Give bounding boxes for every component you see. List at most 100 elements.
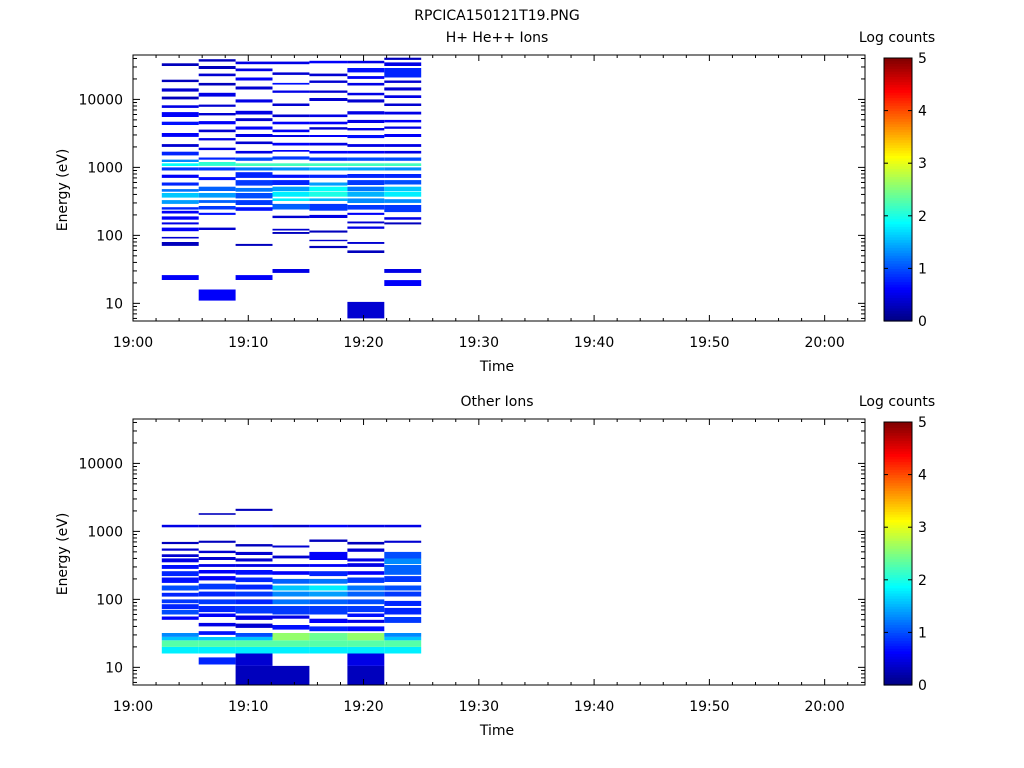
colorbar-swatch: [884, 479, 912, 484]
colorbar-tick-label: 4: [918, 104, 927, 120]
colorbar-tick-label: 0: [918, 678, 927, 694]
colorbar-swatch: [884, 239, 912, 243]
heatmap-cell: [309, 606, 348, 615]
colorbar-swatch: [884, 495, 912, 499]
heatmap-cell: [235, 591, 273, 597]
colorbar-swatch: [884, 178, 912, 183]
heatmap-cell: [161, 571, 199, 577]
colorbar-swatch: [884, 302, 912, 306]
colorbar-swatch: [884, 305, 912, 309]
x-tick-label: 19:10: [228, 699, 268, 715]
colorbar-swatch: [884, 192, 912, 196]
colorbar-swatch: [884, 469, 912, 473]
colorbar-swatch: [884, 569, 912, 573]
colorbar-tick-label: 4: [918, 468, 927, 484]
heatmap-cell: [161, 210, 199, 214]
colorbar-swatch: [884, 289, 912, 293]
heatmap-cell: [384, 617, 422, 623]
heatmap-cell: [198, 591, 236, 597]
colorbar-swatch: [884, 527, 912, 531]
colorbar-swatch: [884, 445, 912, 449]
colorbar-swatch: [884, 456, 912, 460]
heatmap-cell: [309, 73, 348, 77]
x-tick-label: 19:00: [113, 335, 153, 351]
colorbar-swatch: [884, 150, 912, 154]
heatmap-cell: [384, 87, 422, 91]
heatmap-cell: [161, 577, 199, 583]
colorbar-tick-label: 1: [918, 625, 927, 641]
heatmap-cell: [347, 548, 385, 552]
heatmap-cell: [235, 187, 273, 192]
heatmap-cell: [198, 540, 236, 543]
colorbar-swatch: [884, 437, 912, 442]
colorbar-swatch: [884, 200, 912, 204]
heatmap-cell: [235, 653, 273, 666]
heatmap-cell: [161, 112, 199, 117]
heatmap-cell: [309, 239, 348, 242]
heatmap-cell: [384, 134, 422, 137]
colorbar-swatch: [884, 561, 912, 565]
colorbar-swatch: [884, 210, 912, 214]
colorbar-swatch: [884, 482, 912, 486]
colorbar-swatch: [884, 142, 912, 146]
heatmap-cell: [161, 599, 199, 604]
colorbar-swatch: [884, 503, 912, 507]
colorbar-swatch: [884, 677, 912, 681]
colorbar-swatch: [884, 276, 912, 280]
heatmap-cell: [161, 609, 199, 615]
heatmap-cell: [384, 524, 422, 528]
colorbar-swatch: [884, 205, 912, 209]
panel-h-he-ions: H+ He++ Ions Energy (eV) Time Log counts…: [55, 30, 935, 375]
heatmap-cell: [347, 640, 385, 647]
heatmap-cell: [198, 631, 236, 635]
heatmap-cell: [198, 162, 236, 166]
heatmap-cell: [309, 578, 348, 584]
heatmap-cell: [161, 646, 199, 654]
heatmap-cell: [384, 637, 422, 641]
colorbar-swatch: [884, 207, 912, 212]
colorbar-swatch: [884, 590, 912, 594]
x-tick-label: 19:40: [574, 699, 614, 715]
heatmap-cell: [347, 221, 385, 224]
colorbar-swatch: [884, 648, 912, 652]
colorbar-label: Log counts: [859, 30, 935, 46]
colorbar-swatch: [884, 658, 912, 662]
colorbar-swatch: [884, 129, 912, 133]
heatmap-cell: [235, 126, 273, 130]
heatmap-cell: [384, 126, 422, 129]
colorbar-swatch: [884, 627, 912, 631]
heatmap-cell: [161, 182, 199, 186]
heatmap-cell: [309, 633, 348, 641]
colorbar-swatch: [884, 249, 912, 254]
heatmap-cell: [235, 207, 273, 211]
heatmap-cell: [161, 554, 199, 557]
heatmap-cell: [161, 524, 199, 528]
colorbar-swatch: [884, 443, 912, 447]
heatmap-cell: [272, 571, 310, 575]
colorbar-swatch: [884, 519, 912, 523]
heatmap-cell: [309, 163, 348, 166]
heatmap-cell: [309, 142, 348, 146]
heatmap-cell: [347, 585, 385, 591]
heatmap-cell: [272, 72, 310, 75]
heatmap-cell: [347, 76, 385, 79]
heatmap-cell: [161, 592, 199, 597]
colorbar-tick-label: 1: [918, 261, 927, 277]
colorbar-swatch: [884, 642, 912, 647]
colorbar-swatch: [884, 58, 912, 62]
colorbar-swatch: [884, 524, 912, 528]
heatmap-cell: [384, 62, 422, 66]
heatmap-cell: [161, 163, 199, 166]
heatmap-cell: [309, 524, 348, 528]
colorbar-swatch: [884, 176, 912, 180]
colorbar-swatch: [884, 186, 912, 191]
colorbar-swatch: [884, 213, 912, 217]
colorbar-swatch: [884, 466, 912, 470]
colorbar-swatch: [884, 286, 912, 291]
heatmap-cells: [161, 57, 422, 319]
heatmap-cell: [272, 564, 310, 567]
heatmap-cell: [347, 226, 385, 229]
heatmap-cell: [272, 163, 310, 166]
heatmap-cell: [198, 66, 236, 69]
